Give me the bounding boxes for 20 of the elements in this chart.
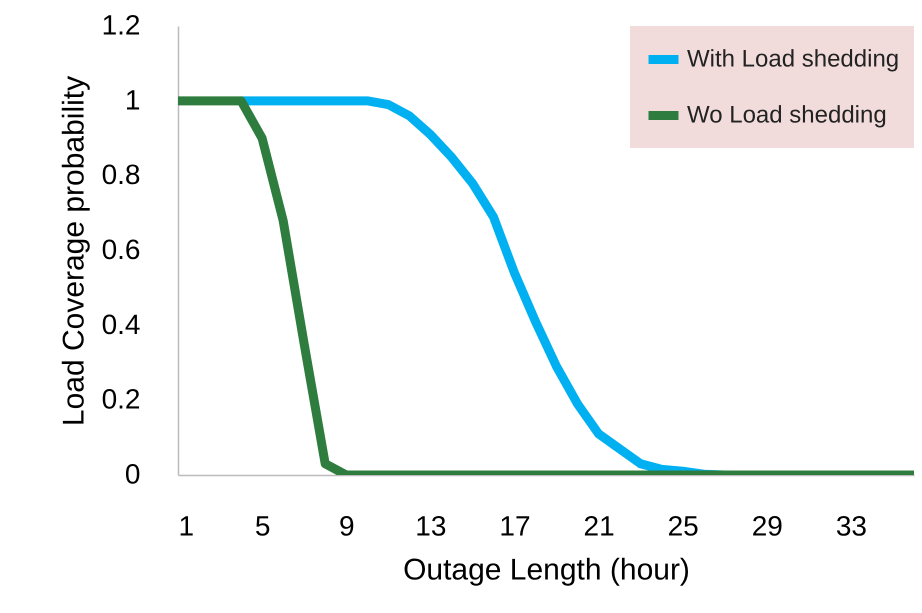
x-tick-label: 13 <box>415 510 446 542</box>
x-tick-label: 25 <box>668 510 699 542</box>
y-tick-label: 1.2 <box>102 10 140 40</box>
x-tick-label: 29 <box>752 510 783 542</box>
x-tick-label: 21 <box>583 510 615 542</box>
x-tick-label: 33 <box>836 510 867 542</box>
y-tick-label: 0.2 <box>102 384 140 415</box>
y-axis-title: Load Coverage probability <box>58 76 91 426</box>
x-tick-label: 5 <box>254 510 270 542</box>
y-tick-label: 0 <box>124 458 140 490</box>
x-tick-label: 1 <box>178 510 194 542</box>
x-axis-title: Outage Length (hour) <box>403 554 690 586</box>
y-tick-label: 1 <box>124 84 140 116</box>
legend-label: Wo Load shedding <box>687 102 887 128</box>
y-tick-label: 0.4 <box>102 308 140 340</box>
y-tick-label: 0.8 <box>102 159 140 190</box>
y-tick-label: 0.6 <box>102 234 140 265</box>
x-tick-label: 9 <box>338 510 355 542</box>
x-tick-label: 17 <box>499 510 531 542</box>
legend-label: With Load shedding <box>687 46 900 72</box>
